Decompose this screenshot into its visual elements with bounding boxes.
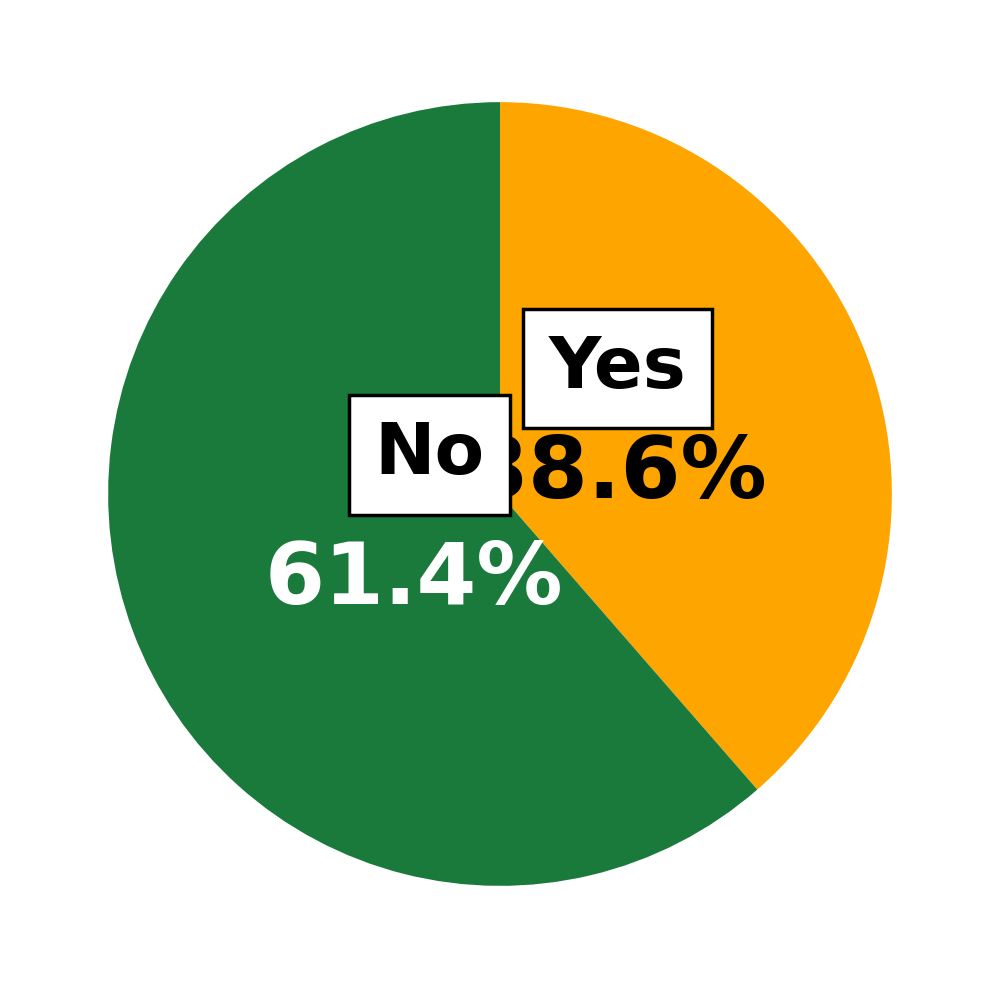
Text: No: No [374,420,485,489]
Text: 61.4%: 61.4% [264,538,563,621]
Wedge shape [108,102,757,886]
Text: Yes: Yes [549,334,686,403]
Text: 38.6%: 38.6% [468,433,767,516]
Wedge shape [500,102,892,789]
